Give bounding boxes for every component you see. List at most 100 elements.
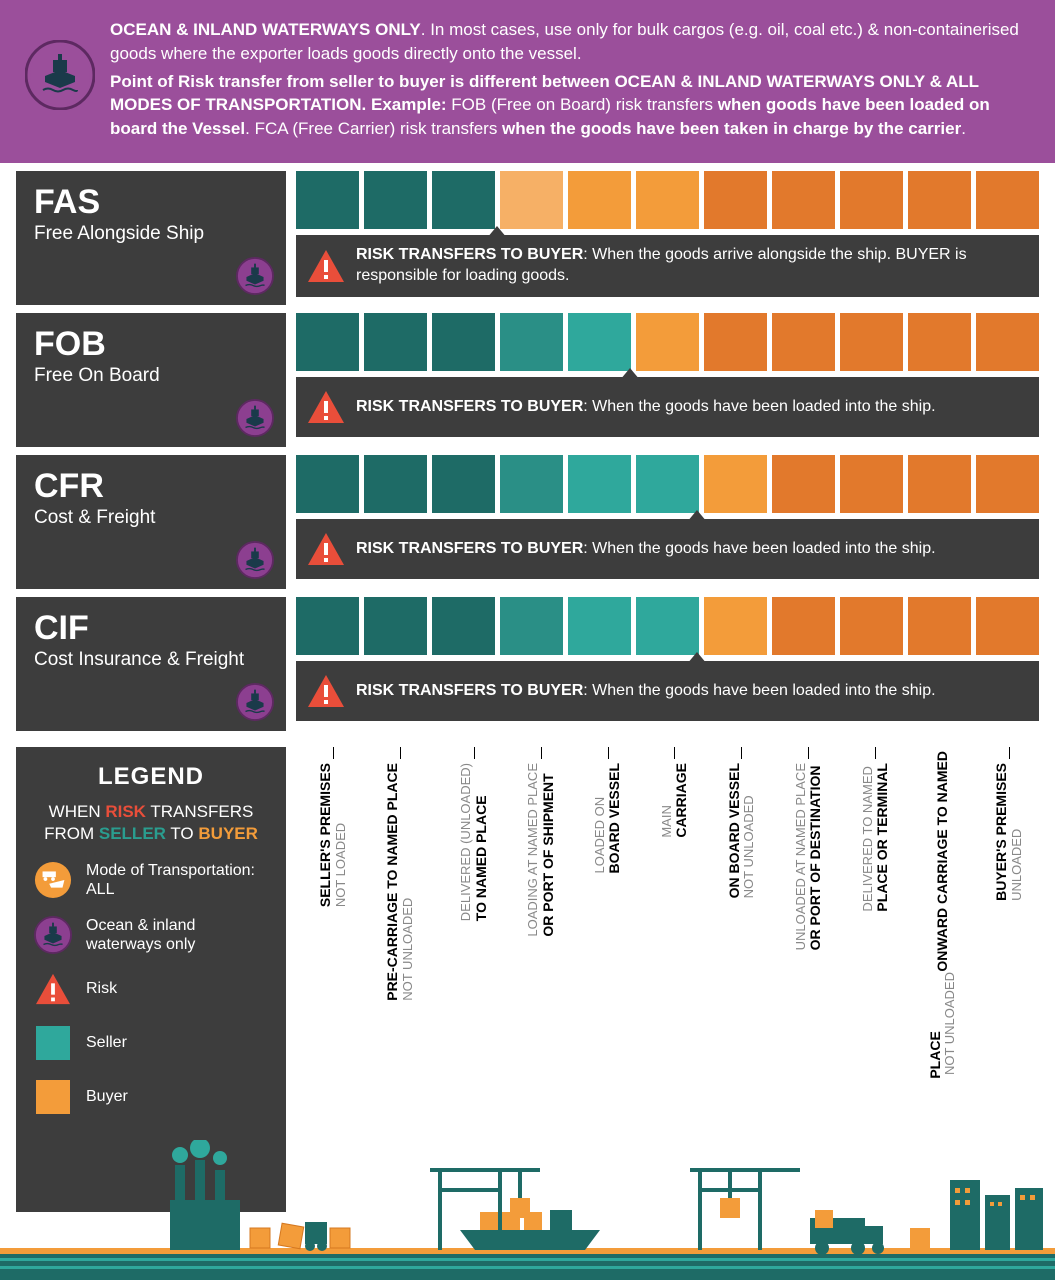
term-full-name: Free Alongside Ship: [34, 223, 268, 245]
risk-box: [772, 313, 835, 371]
risk-box: [432, 597, 495, 655]
risk-boxes: [296, 171, 1039, 229]
risk-box: [704, 313, 767, 371]
stage-label: DELIVERED TO NAMED: [861, 763, 875, 912]
stage-tick: [808, 747, 809, 759]
legend-label: Risk: [86, 979, 117, 998]
risk-box: [976, 597, 1039, 655]
term-label: CFR Cost & Freight: [16, 455, 286, 589]
stage-label: BOARD VESSEL: [607, 763, 622, 873]
term-row-cif: CIF Cost Insurance & Freight RISK TRANSF…: [16, 597, 1039, 731]
legend-item-mode-ocean: Ocean & inland waterways only: [34, 916, 268, 954]
risk-description: RISK TRANSFERS TO BUYER: When the goods …: [296, 235, 1039, 297]
risk-box: [772, 597, 835, 655]
legend-icon: [34, 861, 72, 899]
legend-subtitle: WHEN RISK TRANSFERS FROM SELLER TO BUYER: [34, 801, 268, 845]
risk-boxes: [296, 455, 1039, 513]
stage-label: LOADED ON: [593, 763, 607, 873]
stage-label: BUYER'S PREMISES: [994, 763, 1009, 901]
risk-box: [976, 313, 1039, 371]
risk-box: [704, 171, 767, 229]
risk-boxes: [296, 313, 1039, 371]
risk-box: [908, 597, 971, 655]
stage-tick: [333, 747, 334, 759]
term-content: RISK TRANSFERS TO BUYER: When the goods …: [296, 455, 1039, 589]
ship-icon: [236, 399, 274, 437]
stage-tick: [875, 747, 876, 759]
term-full-name: Cost & Freight: [34, 507, 268, 529]
risk-box: [568, 171, 631, 229]
warning-icon: [306, 248, 346, 284]
risk-box: [840, 455, 903, 513]
term-row-fas: FAS Free Alongside Ship RISK TRANSFERS T…: [16, 171, 1039, 305]
risk-box: [840, 313, 903, 371]
risk-box: [500, 455, 563, 513]
stage-label: ONWARD CARRIAGE TO NAMED: [935, 751, 950, 972]
stage-column: ONWARD CARRIAGE TO NAMED PLACE NOT UNLOA…: [928, 747, 958, 1067]
stage-tick: [674, 747, 675, 759]
stage-tick: [474, 747, 475, 759]
risk-box: [636, 455, 699, 513]
stage-sublabel: UNLOADED: [1010, 763, 1024, 901]
risk-box: [908, 313, 971, 371]
stage-label: PRE-CARRIAGE TO NAMED PLACE: [385, 763, 400, 1001]
stage-column: BUYER'S PREMISES UNLOADED: [994, 747, 1024, 1067]
warning-icon: [306, 389, 346, 425]
risk-box: [840, 171, 903, 229]
risk-box: [432, 455, 495, 513]
ship-icon: [236, 683, 274, 721]
risk-box: [364, 313, 427, 371]
stage-column: MAIN CARRIAGE: [660, 747, 690, 1067]
terms-container: FAS Free Alongside Ship RISK TRANSFERS T…: [0, 163, 1055, 731]
risk-box: [500, 597, 563, 655]
risk-box: [636, 171, 699, 229]
risk-box: [976, 455, 1039, 513]
footer-illustration: [0, 1140, 1055, 1280]
risk-text: RISK TRANSFERS TO BUYER: When the goods …: [356, 397, 936, 418]
term-code: FOB: [34, 327, 268, 361]
legend-label: Mode of Transportation: ALL: [86, 861, 268, 899]
risk-box: [704, 597, 767, 655]
term-code: CFR: [34, 469, 268, 503]
legend-item-swatch-seller: Seller: [34, 1024, 268, 1062]
stage-label: PLACE OR TERMINAL: [875, 763, 890, 912]
risk-box: [908, 171, 971, 229]
header-banner: OCEAN & INLAND WATERWAYS ONLY. In most c…: [0, 0, 1055, 163]
risk-box: [976, 171, 1039, 229]
risk-description: RISK TRANSFERS TO BUYER: When the goods …: [296, 519, 1039, 579]
risk-box: [432, 171, 495, 229]
risk-box: [296, 597, 359, 655]
stage-label: TO NAMED PLACE: [474, 763, 489, 921]
term-label: FOB Free On Board: [16, 313, 286, 447]
risk-box: [908, 455, 971, 513]
risk-boxes: [296, 597, 1039, 655]
risk-box: [296, 455, 359, 513]
stage-label: UNLOADED AT NAMED PLACE: [794, 763, 808, 950]
risk-box: [364, 171, 427, 229]
legend-icon: [34, 1024, 72, 1062]
risk-box: [636, 597, 699, 655]
stage-tick: [541, 747, 542, 759]
term-label: CIF Cost Insurance & Freight: [16, 597, 286, 731]
risk-text: RISK TRANSFERS TO BUYER: When the goods …: [356, 539, 936, 560]
legend-icon: [34, 970, 72, 1008]
risk-box: [500, 313, 563, 371]
risk-box: [432, 313, 495, 371]
stage-column: LOADED ON BOARD VESSEL: [593, 747, 623, 1067]
stage-sublabel: NOT LOADED: [334, 763, 348, 907]
stage-tick: [1009, 747, 1010, 759]
risk-text: RISK TRANSFERS TO BUYER: When the goods …: [356, 245, 1025, 287]
stage-label: LOADING AT NAMED PLACE: [526, 763, 540, 937]
risk-box: [296, 313, 359, 371]
stage-label: PLACE: [928, 972, 943, 1079]
stage-sublabel: NOT UNLOADED: [943, 972, 957, 1079]
risk-description: RISK TRANSFERS TO BUYER: When the goods …: [296, 661, 1039, 721]
legend-title: LEGEND: [34, 763, 268, 791]
risk-description: RISK TRANSFERS TO BUYER: When the goods …: [296, 377, 1039, 437]
warning-icon: [306, 531, 346, 567]
term-full-name: Cost Insurance & Freight: [34, 649, 268, 671]
risk-box: [772, 171, 835, 229]
risk-box: [840, 597, 903, 655]
risk-box: [364, 455, 427, 513]
legend-label: Buyer: [86, 1087, 128, 1106]
